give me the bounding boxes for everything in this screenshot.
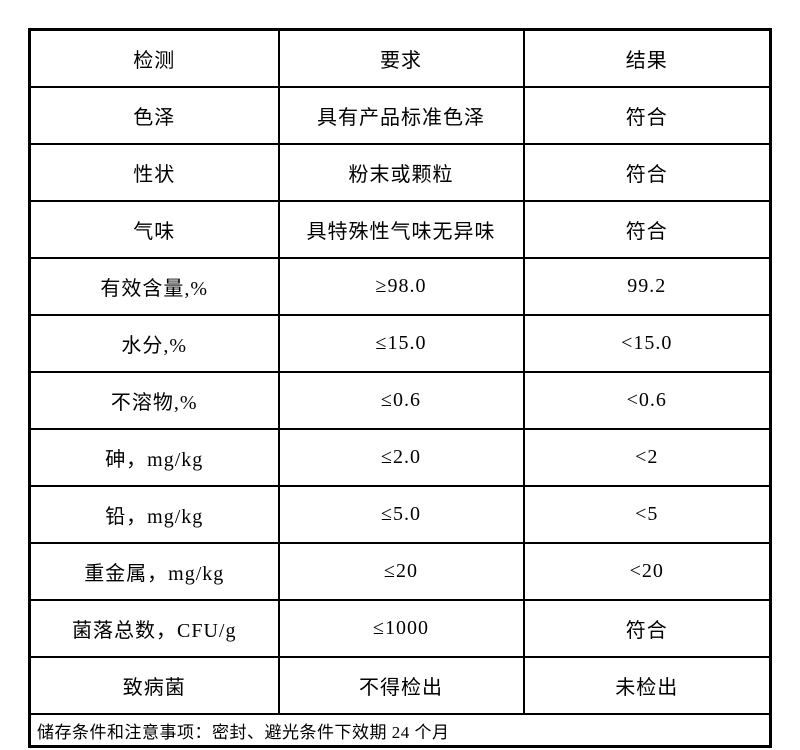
table-row: 致病菌 不得检出 未检出 <box>28 656 772 715</box>
storage-conditions-note: 储存条件和注意事项：密封、避光条件下效期 24 个月 <box>28 713 772 748</box>
table-cell: 性状 <box>28 143 280 202</box>
table-header: 检测 要求 结果 <box>28 28 772 88</box>
table-footer-row: 储存条件和注意事项：密封、避光条件下效期 24 个月 <box>28 713 772 748</box>
table-cell: 重金属，mg/kg <box>28 542 280 601</box>
table-cell: ≤5.0 <box>277 485 525 544</box>
table-cell: <5 <box>522 485 772 544</box>
table-cell: 致病菌 <box>28 656 280 715</box>
table-row: 水分,% ≤15.0 <15.0 <box>28 314 772 373</box>
table-cell: 符合 <box>522 143 772 202</box>
table-header-row: 检测 要求 结果 <box>28 28 772 88</box>
table-row: 有效含量,% ≥98.0 99.2 <box>28 257 772 316</box>
table-cell: ≤0.6 <box>277 371 525 430</box>
table-cell: 不得检出 <box>277 656 525 715</box>
table-cell: 符合 <box>522 599 772 658</box>
table-cell: <2 <box>522 428 772 487</box>
table-row: 色泽 具有产品标准色泽 符合 <box>28 86 772 145</box>
table-cell: 99.2 <box>522 257 772 316</box>
table-cell: 不溶物,% <box>28 371 280 430</box>
table-header-cell: 检测 <box>28 28 280 88</box>
table-cell: 粉末或颗粒 <box>277 143 525 202</box>
table-row: 重金属，mg/kg ≤20 <20 <box>28 542 772 601</box>
table-cell: ≤1000 <box>277 599 525 658</box>
table-row: 砷，mg/kg ≤2.0 <2 <box>28 428 772 487</box>
table-cell: ≥98.0 <box>277 257 525 316</box>
table-row: 性状 粉末或颗粒 符合 <box>28 143 772 202</box>
table-cell: 气味 <box>28 200 280 259</box>
table-row: 菌落总数，CFU/g ≤1000 符合 <box>28 599 772 658</box>
table-cell: 有效含量,% <box>28 257 280 316</box>
table-footer: 储存条件和注意事项：密封、避光条件下效期 24 个月 <box>28 713 772 748</box>
table-cell: 铅，mg/kg <box>28 485 280 544</box>
table-header-cell: 要求 <box>277 28 525 88</box>
table-cell: 砷，mg/kg <box>28 428 280 487</box>
table-cell: ≤2.0 <box>277 428 525 487</box>
table-cell: 水分,% <box>28 314 280 373</box>
table-cell: <15.0 <box>522 314 772 373</box>
table-cell: <20 <box>522 542 772 601</box>
table-cell: 符合 <box>522 86 772 145</box>
table-cell: 菌落总数，CFU/g <box>28 599 280 658</box>
inspection-table: 检测 要求 结果 色泽 具有产品标准色泽 符合 性状 粉末或颗粒 符合 气味 具特殊性气味无异味符… <box>28 28 772 748</box>
table-row: 不溶物,% ≤0.6 <0.6 <box>28 371 772 430</box>
table-cell: 符合 <box>522 200 772 259</box>
table-row: 气味 具特殊性气味无异味 符合 <box>28 200 772 259</box>
table-cell: 色泽 <box>28 86 280 145</box>
table-cell: ≤15.0 <box>277 314 525 373</box>
table-cell: 具有产品标准色泽 <box>277 86 525 145</box>
table-cell: 具特殊性气味无异味 <box>277 200 525 259</box>
table-cell: <0.6 <box>522 371 772 430</box>
table-cell: 未检出 <box>522 656 772 715</box>
table-header-cell: 结果 <box>522 28 772 88</box>
table-row: 铅，mg/kg ≤5.0 <5 <box>28 485 772 544</box>
table-cell: ≤20 <box>277 542 525 601</box>
table-body: 色泽 具有产品标准色泽 符合 性状 粉末或颗粒 符合 气味 具特殊性气味无异味 符合 有效含量,%… <box>28 86 772 715</box>
